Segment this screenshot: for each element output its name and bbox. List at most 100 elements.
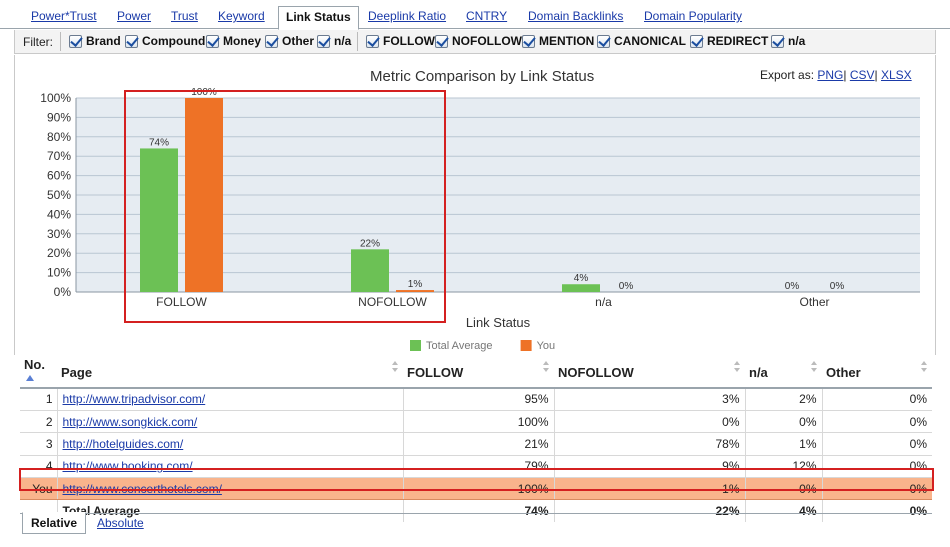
- follow-cell: 21%: [402, 432, 554, 456]
- export-png-link[interactable]: PNG: [817, 68, 844, 82]
- filter-other-checkbox[interactable]: Other: [265, 34, 314, 48]
- tab-power-trust[interactable]: Power*Trust: [31, 9, 97, 23]
- data-label: 0%: [785, 281, 800, 292]
- tab-cntry[interactable]: CNTRY: [466, 9, 508, 23]
- y-tick-label: 90%: [47, 110, 71, 124]
- y-tick-label: 30%: [47, 227, 71, 241]
- filter-status-na-checkbox[interactable]: n/a: [771, 34, 805, 48]
- other-cell: 0%: [821, 410, 932, 434]
- filter-mention-checkbox[interactable]: MENTION: [522, 34, 594, 48]
- page-link[interactable]: http://www.booking.com/: [62, 459, 193, 474]
- filter-na-checkbox[interactable]: n/a: [317, 34, 351, 48]
- x-tick-label: NOFOLLOW: [358, 295, 427, 309]
- data-label: 1%: [408, 279, 423, 290]
- filter-brand-label: Brand: [86, 34, 121, 48]
- sort-icon: [392, 361, 399, 373]
- tab-domain-backlinks[interactable]: Domain Backlinks: [528, 9, 624, 23]
- export-xlsx-link[interactable]: XLSX: [880, 68, 912, 82]
- column-header-no[interactable]: No.: [20, 357, 57, 389]
- checkmark-icon: [206, 34, 219, 48]
- page-link[interactable]: http://www.concerthotels.com/: [62, 481, 222, 496]
- filter-label: Filter:: [23, 35, 53, 49]
- column-header-label: NOFOLLOW: [558, 364, 634, 380]
- filter-other-label: Other: [282, 34, 315, 48]
- filter-canonical-checkbox[interactable]: CANONICAL: [597, 34, 686, 48]
- follow-cell: 95%: [402, 388, 554, 411]
- x-tick-label: FOLLOW: [156, 295, 207, 309]
- follow-cell: 74%: [402, 499, 554, 523]
- filter-redirect-checkbox[interactable]: REDIRECT: [690, 34, 768, 48]
- filter-follow-checkbox[interactable]: FOLLOW: [366, 34, 435, 48]
- filter-nofollow-checkbox[interactable]: NOFOLLOW: [435, 34, 522, 48]
- other-cell: 0%: [821, 455, 932, 479]
- nofollow-cell: 1%: [553, 477, 745, 501]
- tab-domain-popularity[interactable]: Domain Popularity: [644, 9, 743, 23]
- link-status-bar-chart: 0% 10% 20% 30% 40% 50% 60% 70% 80% 90% 100% 74% 100%…: [40, 87, 920, 352]
- x-tick-label: n/a: [595, 295, 612, 309]
- page-cell: http://www.concerthotels.com/: [56, 477, 403, 501]
- na-cell: 0%: [744, 410, 822, 434]
- row-number: 3: [20, 432, 57, 456]
- filter-compound-checkbox[interactable]: Compound: [125, 34, 205, 48]
- bar-total-average: [140, 148, 178, 292]
- checkmark-icon: [265, 34, 278, 48]
- bar-total-average: [562, 284, 600, 292]
- your-site-row: You http://www.concerthotels.com/ 100% 1…: [20, 477, 932, 501]
- filter-brand-checkbox[interactable]: Brand: [69, 34, 121, 48]
- tab-relative[interactable]: Relative: [22, 512, 87, 534]
- na-cell: 4%: [744, 499, 822, 523]
- column-header-other[interactable]: Other: [822, 357, 932, 389]
- tab-absolute[interactable]: Absolute: [97, 516, 144, 530]
- column-header-na[interactable]: n/a: [745, 357, 822, 389]
- tab-keyword[interactable]: Keyword: [218, 9, 265, 23]
- checkmark-icon: [125, 34, 138, 48]
- metric-tabs: Power*Trust Power Trust Keyword Link Sta…: [0, 0, 950, 30]
- na-cell: 12%: [744, 455, 822, 479]
- filter-nofollow-label: NOFOLLOW: [452, 34, 522, 48]
- y-tick-label: 40%: [47, 207, 71, 221]
- column-header-follow[interactable]: FOLLOW: [403, 357, 554, 389]
- checkmark-icon: [771, 34, 784, 48]
- follow-cell: 79%: [402, 455, 554, 479]
- y-tick-label: 80%: [47, 130, 71, 144]
- checkmark-icon: [69, 34, 82, 48]
- filter-follow-label: FOLLOW: [383, 34, 435, 48]
- checkmark-icon: [435, 34, 448, 48]
- filter-compound-label: Compound: [142, 34, 206, 48]
- filter-bar: Filter: Brand Compound Money Other n/a F…: [14, 30, 936, 54]
- tab-link-status[interactable]: Link Status: [278, 6, 359, 30]
- total-average-row: Total Average 74% 22% 4% 0%: [20, 499, 932, 523]
- tab-trust[interactable]: Trust: [171, 9, 198, 23]
- page-link[interactable]: http://hotelguides.com/: [62, 436, 184, 451]
- data-label: 22%: [360, 238, 380, 249]
- follow-cell: 100%: [402, 410, 554, 434]
- x-tick-label: Other: [799, 295, 829, 309]
- other-cell: 0%: [821, 477, 932, 501]
- filter-money-checkbox[interactable]: Money: [206, 34, 261, 48]
- tab-deeplink-ratio[interactable]: Deeplink Ratio: [368, 9, 447, 23]
- nofollow-cell: 78%: [553, 432, 745, 456]
- row-number: 4: [20, 455, 57, 479]
- filter-status-na-label: n/a: [788, 34, 806, 48]
- row-number: You: [20, 477, 57, 501]
- legend-label: You: [537, 340, 556, 352]
- column-header-label: n/a: [749, 364, 768, 380]
- filter-mention-label: MENTION: [539, 34, 595, 48]
- nofollow-cell: 0%: [553, 410, 745, 434]
- sort-ascending-icon: [26, 375, 34, 381]
- export-separator: |: [874, 68, 881, 82]
- tab-power[interactable]: Power: [117, 9, 152, 23]
- link-status-table: No. Page FOLLOW NOFOLLOW n/a Other 1 htt…: [20, 357, 932, 523]
- chart-panel: [14, 55, 936, 355]
- column-header-page[interactable]: Page: [57, 357, 403, 389]
- column-header-label: FOLLOW: [407, 364, 464, 380]
- checkmark-icon: [597, 34, 610, 48]
- page-link[interactable]: http://www.tripadvisor.com/: [62, 392, 206, 407]
- page-link[interactable]: http://www.songkick.com/: [62, 414, 198, 429]
- column-header-nofollow[interactable]: NOFOLLOW: [554, 357, 745, 389]
- export-csv-link[interactable]: CSV: [849, 68, 875, 82]
- y-tick-label: 50%: [47, 188, 71, 202]
- y-tick-label: 20%: [47, 246, 71, 260]
- sort-icon: [543, 361, 550, 373]
- filter-na-label: n/a: [334, 34, 352, 48]
